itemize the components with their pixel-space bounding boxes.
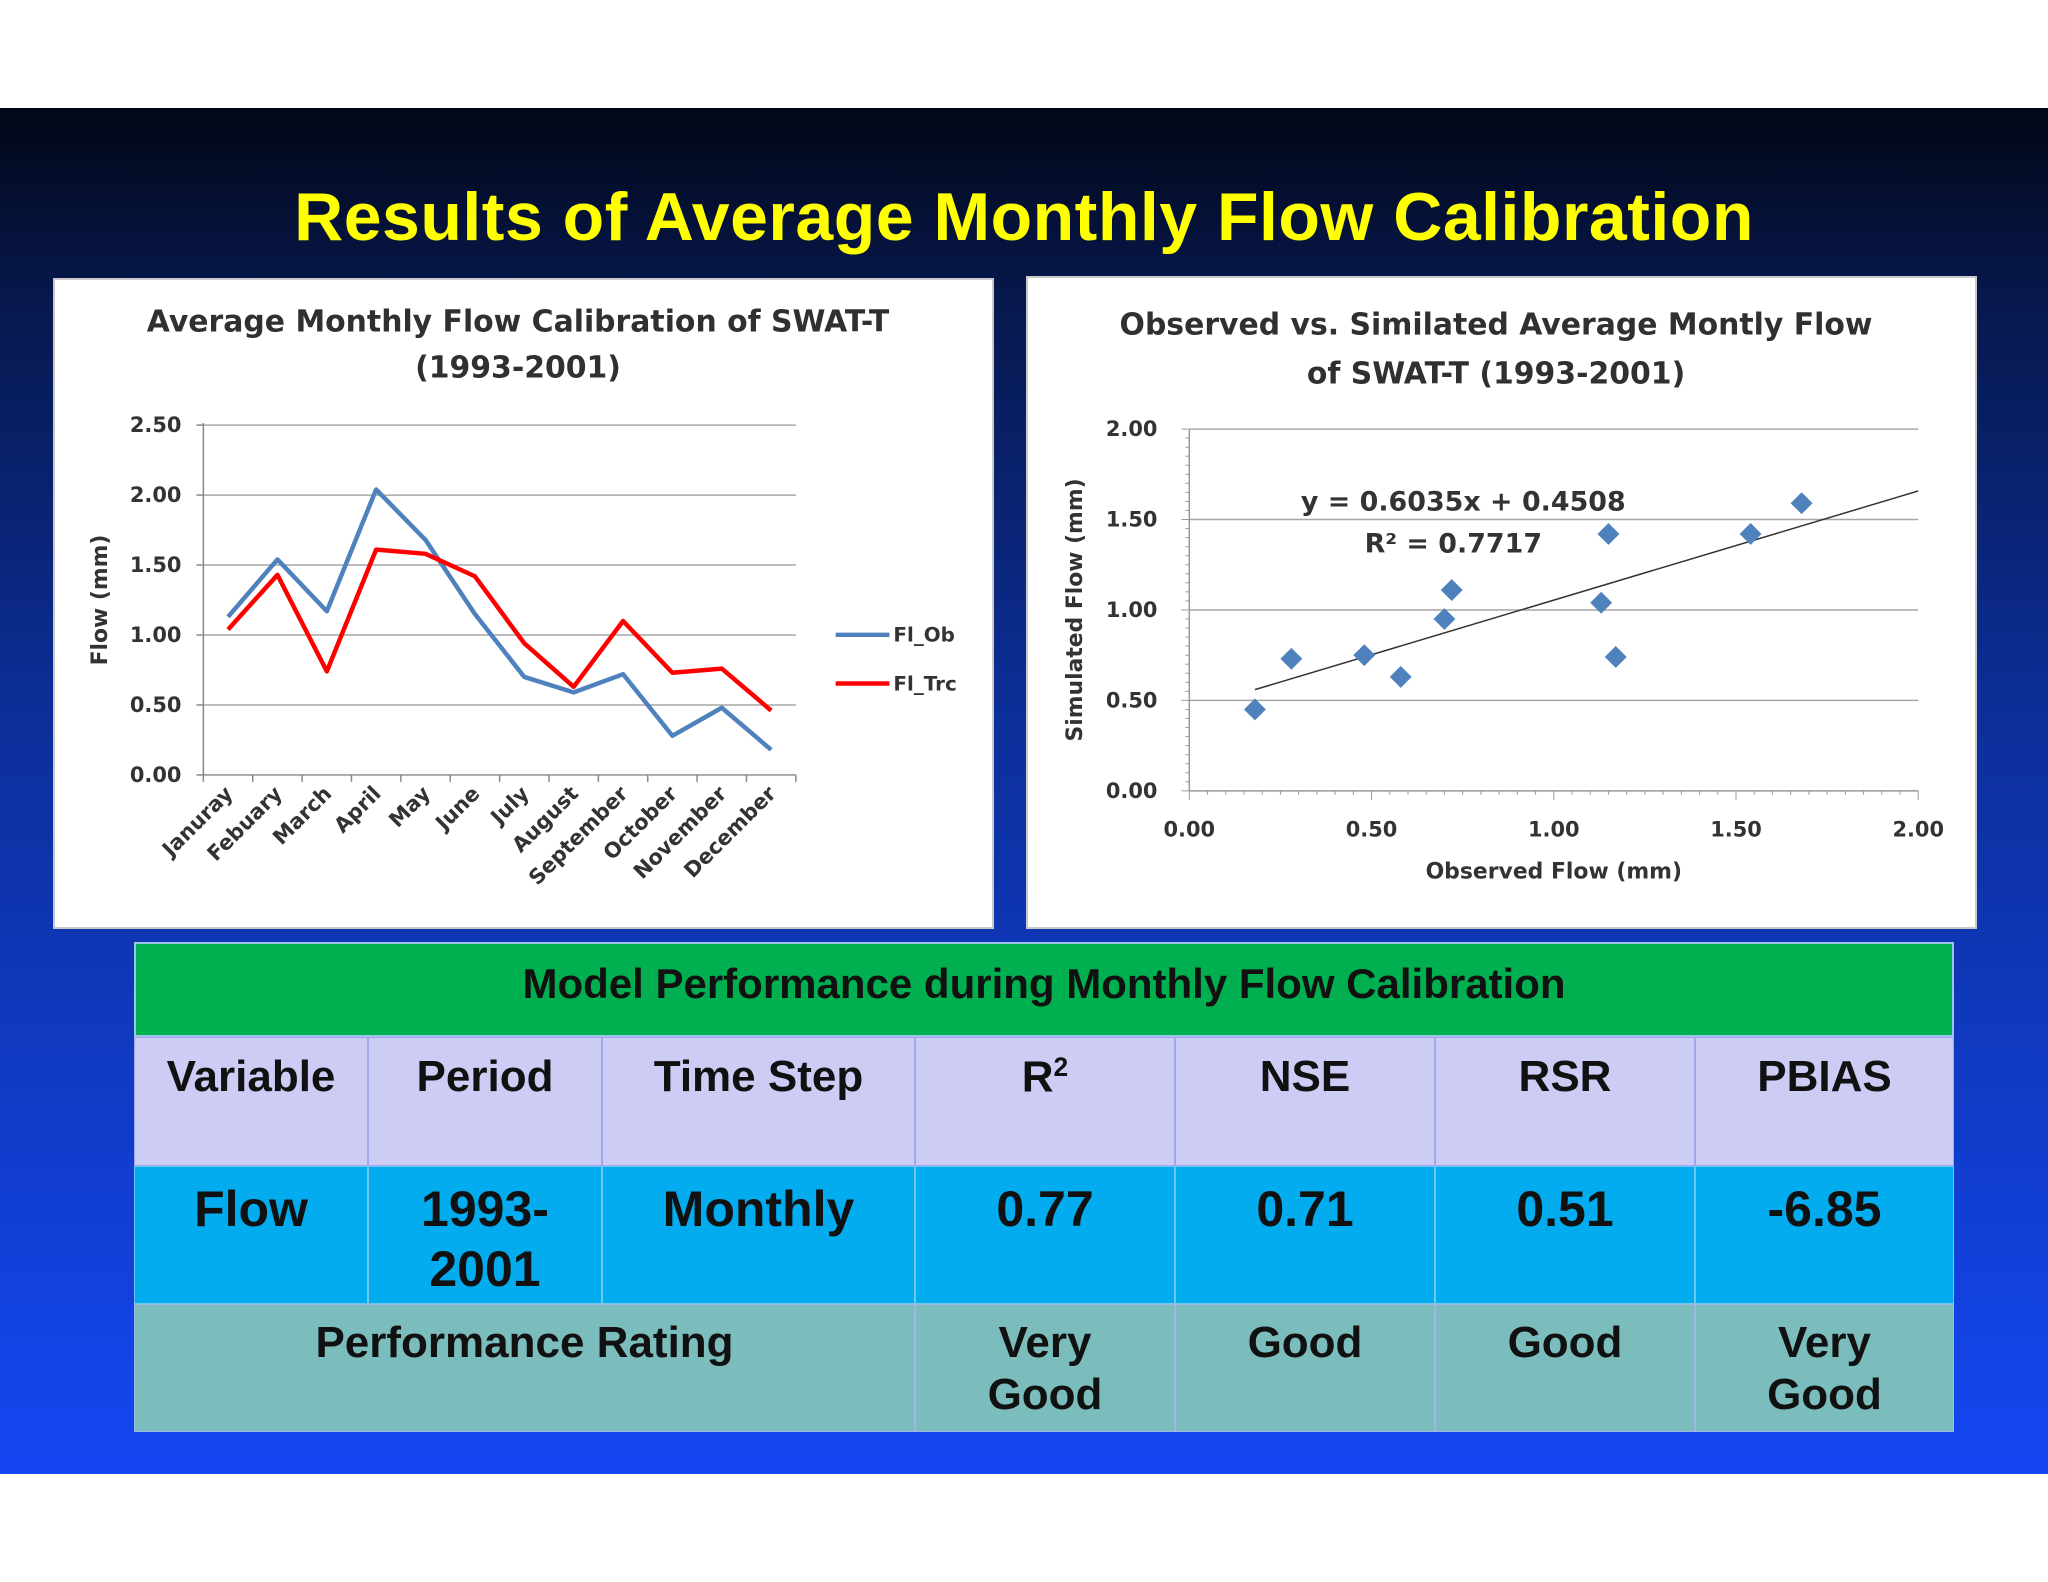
scatter-x-tick-label: 1.50	[1710, 818, 1762, 842]
legend-label: Fl_Ob	[893, 624, 955, 647]
rating-pbias-line1: Very	[1778, 1318, 1871, 1367]
scatter-chart: Observed vs. Similated Average Montly Fl…	[1063, 308, 1944, 885]
cell-rsr: 0.51	[1435, 1166, 1695, 1304]
scatter-point	[1739, 523, 1762, 545]
cell-period-line1: 1993-	[421, 1181, 549, 1237]
cell-time-step: Monthly	[602, 1166, 915, 1304]
scatter-point	[1243, 698, 1266, 721]
rating-r2-line2: Good	[987, 1370, 1103, 1419]
line-chart-y-tick-label: 1.00	[130, 623, 182, 647]
scatter-y-tick-label: 0.50	[1106, 688, 1158, 712]
scatter-x-tick-label: 2.00	[1892, 818, 1944, 842]
scatter-point	[1353, 644, 1376, 667]
cell-nse: 0.71	[1175, 1166, 1435, 1304]
scatter-trendline	[1254, 490, 1919, 691]
scatter-point	[1790, 492, 1813, 515]
cell-period-line2: 2001	[429, 1241, 541, 1297]
scatter-chart-panel: Observed vs. Similated Average Montly Fl…	[1026, 276, 1977, 929]
scatter-point	[1440, 579, 1463, 601]
rating-label: Performance Rating	[134, 1304, 915, 1432]
header-rsr: RSR	[1435, 1037, 1695, 1166]
trendline-equation: y = 0.6035x + 0.4508	[1301, 487, 1626, 518]
header-r2-superscript: 2	[1053, 1052, 1069, 1082]
line-chart-y-tick-label: 2.50	[130, 413, 182, 437]
line-chart-y-tick-label: 2.00	[130, 483, 182, 507]
scatter-x-tick-label: 0.00	[1164, 818, 1216, 842]
scatter-title-line1: Observed vs. Similated Average Montly Fl…	[1120, 308, 1873, 343]
scatter-point	[1597, 523, 1620, 545]
scatter-y-tick-label: 1.00	[1106, 598, 1158, 622]
line-series-fl-trc	[226, 547, 773, 713]
line-series-fl-ob	[226, 487, 773, 752]
legend-label: Fl_Trc	[893, 672, 956, 695]
slide-title: Results of Average Monthly Flow Calibrat…	[294, 179, 1754, 255]
trendline-r-squared: R² = 0.7717	[1365, 528, 1542, 559]
scatter-x-tick-label: 0.50	[1346, 818, 1398, 842]
scatter-y-tick-label: 1.50	[1106, 507, 1158, 531]
header-r2: R2	[915, 1037, 1175, 1166]
header-variable: Variable	[134, 1037, 368, 1166]
scatter-title-line2: of SWAT-T (1993-2001)	[1307, 356, 1685, 391]
line-chart-y-tick-label: 1.50	[130, 553, 182, 577]
line-chart-x-tick-label: April	[329, 781, 385, 837]
scatter-point	[1433, 608, 1456, 630]
cell-period: 1993- 2001	[368, 1166, 602, 1304]
rating-rsr: Good	[1435, 1304, 1695, 1432]
rating-pbias-line2: Good	[1767, 1370, 1882, 1419]
rating-r2-line1: Very	[998, 1318, 1092, 1367]
line-chart-title-line1: Average Monthly Flow Calibration of SWAT…	[147, 305, 890, 340]
header-nse: NSE	[1175, 1037, 1435, 1166]
header-r2-label: R	[1021, 1052, 1054, 1102]
scatter-point	[1280, 647, 1303, 670]
slide: Results of Average Monthly Flow Calibrat…	[0, 108, 2048, 1474]
cell-r2: 0.77	[915, 1166, 1175, 1304]
line-chart-x-tick-label: June	[429, 781, 484, 836]
line-chart-title-line2: (1993-2001)	[415, 350, 621, 385]
rating-nse: Good	[1175, 1304, 1435, 1432]
line-chart-y-axis-label: Flow (mm)	[88, 535, 113, 666]
line-chart-y-tick-label: 0.00	[130, 763, 182, 787]
line-chart-y-tick-label: 0.50	[130, 693, 182, 717]
line-chart: Average Monthly Flow Calibration of SWAT…	[88, 305, 957, 890]
table-title: Model Performance during Monthly Flow Ca…	[134, 942, 1954, 1037]
performance-table: Model Performance during Monthly Flow Ca…	[134, 942, 1954, 1432]
scatter-y-tick-label: 0.00	[1106, 779, 1158, 803]
scatter-point	[1604, 646, 1627, 668]
scatter-y-axis-label: Simulated Flow (mm)	[1063, 478, 1088, 741]
cell-variable: Flow	[134, 1166, 368, 1304]
rating-pbias: Very Good	[1695, 1304, 1954, 1432]
line-chart-panel: Average Monthly Flow Calibration of SWAT…	[53, 278, 994, 929]
scatter-x-tick-label: 1.00	[1528, 818, 1580, 842]
scatter-point	[1389, 665, 1412, 688]
scatter-x-axis-label: Observed Flow (mm)	[1426, 859, 1682, 884]
line-chart-x-tick-label: May	[384, 781, 435, 832]
rating-r2: Very Good	[915, 1304, 1175, 1432]
cell-pbias: -6.85	[1695, 1166, 1954, 1304]
header-period: Period	[368, 1037, 602, 1166]
header-pbias: PBIAS	[1695, 1037, 1954, 1166]
scatter-y-tick-label: 2.00	[1106, 417, 1158, 441]
header-time-step: Time Step	[602, 1037, 915, 1166]
